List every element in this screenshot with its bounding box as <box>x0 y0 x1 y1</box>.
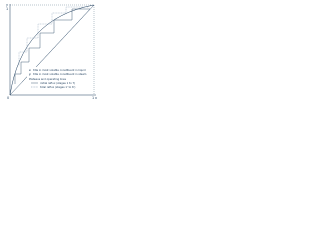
legend-text: title in most volatile constituent in li… <box>33 68 86 72</box>
equilibrium-curve <box>9 4 95 96</box>
legend-text: title in most volatile constituent in st… <box>33 72 87 76</box>
y-max: 1 <box>6 7 8 11</box>
stages <box>14 8 90 84</box>
legend-symbol: y <box>29 73 31 76</box>
legend-symbol: x <box>29 69 31 72</box>
legend-box <box>27 67 93 92</box>
x-max: 1 <box>92 96 94 100</box>
page: {"axes": {"y_label": "y", "x_label": "x"… <box>0 0 100 130</box>
legend-text: total reflux (stages 1' to 6') <box>40 85 75 89</box>
origin: 0 <box>7 96 9 100</box>
x-label: x <box>95 96 97 100</box>
legend-text: initial reflux (stages 1 to 7) <box>40 81 75 85</box>
stages-total-reflux <box>18 6 88 66</box>
y-label: y <box>6 3 8 7</box>
legend-heading: Plateaus and operating lines <box>29 77 67 81</box>
diagram: y 1 x 1 0 x title in most volatile const… <box>6 3 97 100</box>
